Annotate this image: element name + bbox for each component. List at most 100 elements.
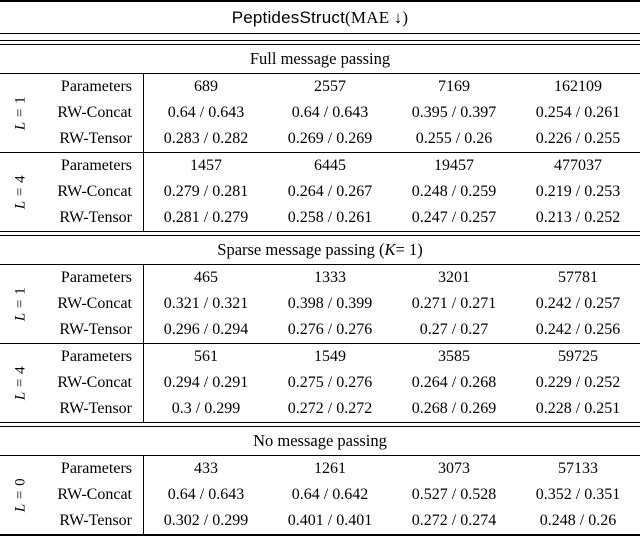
cell: 0.283 / 0.282 bbox=[163, 130, 249, 147]
section-header-text: No message passing bbox=[253, 431, 387, 450]
cell: 0.302 / 0.299 bbox=[163, 512, 249, 529]
group-rest: = 1 bbox=[12, 95, 29, 122]
cell: 57781 bbox=[558, 269, 598, 286]
cell: 0.242 / 0.256 bbox=[535, 321, 621, 338]
group-var: L bbox=[12, 121, 29, 131]
cell: 0.64 / 0.643 bbox=[291, 104, 369, 121]
cell: 0.269 / 0.269 bbox=[287, 130, 373, 147]
cell: 0.272 / 0.274 bbox=[411, 512, 497, 529]
group-label-l1: L = 1 bbox=[13, 287, 30, 321]
cell: 162109 bbox=[554, 78, 602, 95]
row-label: Parameters bbox=[0, 456, 144, 482]
cell: 0.398 / 0.399 bbox=[287, 295, 373, 312]
block-sparse-l4: L = 4 Parameters 561 1549 3585 59725 RW-… bbox=[0, 344, 640, 422]
row-label: RW-Concat bbox=[0, 482, 144, 508]
cell: 0.229 / 0.252 bbox=[535, 374, 621, 391]
cell: 0.219 / 0.253 bbox=[535, 183, 621, 200]
table-row: RW-Concat 0.64 / 0.643 0.64 / 0.642 0.52… bbox=[0, 482, 640, 508]
table-row: RW-Tensor 0.281 / 0.279 0.258 / 0.261 0.… bbox=[0, 205, 640, 231]
rule bbox=[0, 343, 640, 344]
top-rule bbox=[0, 0, 640, 2]
bottom-rule bbox=[0, 534, 640, 536]
cell: 0.395 / 0.397 bbox=[411, 104, 497, 121]
cell: 0.527 / 0.528 bbox=[411, 486, 497, 503]
cell: 19457 bbox=[434, 157, 474, 174]
cell: 0.279 / 0.281 bbox=[163, 183, 249, 200]
section-header-sparse-mp: Sparse message passing (K = 1) bbox=[0, 236, 640, 264]
cell: 1261 bbox=[314, 460, 346, 477]
rule bbox=[0, 264, 640, 265]
group-var: L bbox=[12, 391, 29, 401]
rule bbox=[0, 455, 640, 456]
cell: 0.64 / 0.643 bbox=[167, 486, 245, 503]
cell: 0.275 / 0.276 bbox=[287, 374, 373, 391]
section-header-text: Sparse message passing ( bbox=[217, 240, 385, 259]
table-row: RW-Concat 0.294 / 0.291 0.275 / 0.276 0.… bbox=[0, 370, 640, 396]
cell: 561 bbox=[194, 348, 218, 365]
group-rest: = 4 bbox=[12, 365, 29, 392]
block-nomp-l0: L = 0 Parameters 433 1261 3073 57133 RW-… bbox=[0, 456, 640, 534]
table-title: PeptidesStruct (MAE ↓) bbox=[0, 2, 640, 33]
cell: 0.242 / 0.257 bbox=[535, 295, 621, 312]
group-rest: = 4 bbox=[12, 174, 29, 201]
cell: 0.321 / 0.321 bbox=[163, 295, 249, 312]
group-rest: = 0 bbox=[12, 477, 29, 504]
cell: 0.294 / 0.291 bbox=[163, 374, 249, 391]
cell: 0.271 / 0.271 bbox=[411, 295, 497, 312]
double-rule bbox=[0, 231, 640, 236]
cell: 0.64 / 0.643 bbox=[167, 104, 245, 121]
group-rest: = 1 bbox=[12, 286, 29, 313]
group-var: L bbox=[12, 312, 29, 322]
row-label: RW-Tensor bbox=[0, 317, 144, 343]
cell: 0.264 / 0.268 bbox=[411, 374, 497, 391]
table-row: Parameters 465 1333 3201 57781 bbox=[0, 265, 640, 291]
cell: 0.401 / 0.401 bbox=[287, 512, 373, 529]
dataset-name: PeptidesStruct bbox=[231, 7, 346, 27]
cell: 0.27 / 0.27 bbox=[419, 321, 489, 338]
group-label-l4: L = 4 bbox=[13, 175, 30, 209]
group-label-l1: L = 1 bbox=[13, 96, 30, 130]
cell: 0.276 / 0.276 bbox=[287, 321, 373, 338]
cell: 0.247 / 0.257 bbox=[411, 209, 497, 226]
block-full-l4: L = 4 Parameters 1457 6445 19457 477037 … bbox=[0, 153, 640, 231]
row-label: Parameters bbox=[0, 153, 144, 179]
group-var: L bbox=[12, 503, 29, 513]
block-sparse-l1: L = 1 Parameters 465 1333 3201 57781 RW-… bbox=[0, 265, 640, 343]
cell: 59725 bbox=[558, 348, 598, 365]
block-full-l1: L = 1 Parameters 689 2557 7169 162109 RW… bbox=[0, 74, 640, 152]
row-label: RW-Concat bbox=[0, 370, 144, 396]
section-header-text: Full message passing bbox=[249, 49, 391, 68]
cell: 6445 bbox=[314, 157, 346, 174]
table-row: RW-Concat 0.321 / 0.321 0.398 / 0.399 0.… bbox=[0, 291, 640, 317]
table-row: RW-Concat 0.64 / 0.643 0.64 / 0.643 0.39… bbox=[0, 100, 640, 126]
cell: 0.64 / 0.642 bbox=[291, 486, 369, 503]
table-row: Parameters 433 1261 3073 57133 bbox=[0, 456, 640, 482]
cell: 465 bbox=[194, 269, 218, 286]
section-header-var: K bbox=[384, 240, 396, 259]
rule bbox=[0, 73, 640, 74]
cell: 0.264 / 0.267 bbox=[287, 183, 373, 200]
double-rule bbox=[0, 40, 640, 45]
cell: 0.258 / 0.261 bbox=[287, 209, 373, 226]
section-header-post: = 1) bbox=[395, 240, 423, 259]
cell: 0.352 / 0.351 bbox=[535, 486, 621, 503]
cell: 0.248 / 0.26 bbox=[539, 512, 617, 529]
row-label: RW-Tensor bbox=[0, 205, 144, 231]
cell: 1333 bbox=[314, 269, 346, 286]
row-label: RW-Concat bbox=[0, 100, 144, 126]
table-row: RW-Tensor 0.3 / 0.299 0.272 / 0.272 0.26… bbox=[0, 396, 640, 422]
cell: 0.213 / 0.252 bbox=[535, 209, 621, 226]
group-label-l4: L = 4 bbox=[13, 366, 30, 400]
table-row: Parameters 689 2557 7169 162109 bbox=[0, 74, 640, 100]
row-label: Parameters bbox=[0, 74, 144, 100]
cell: 3073 bbox=[438, 460, 470, 477]
table-row: RW-Concat 0.279 / 0.281 0.264 / 0.267 0.… bbox=[0, 179, 640, 205]
rule bbox=[0, 152, 640, 153]
cell: 433 bbox=[194, 460, 218, 477]
cell: 2557 bbox=[314, 78, 346, 95]
row-label: RW-Tensor bbox=[0, 126, 144, 152]
cell: 0.3 / 0.299 bbox=[171, 400, 241, 417]
cell: 477037 bbox=[554, 157, 602, 174]
row-label: RW-Tensor bbox=[0, 396, 144, 422]
